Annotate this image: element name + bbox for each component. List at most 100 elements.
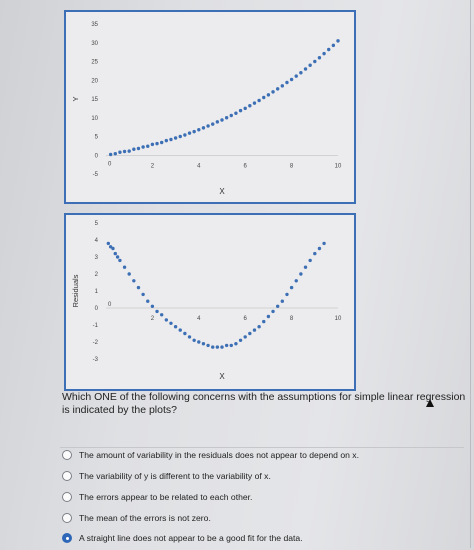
data-point bbox=[308, 63, 312, 67]
y-tick-label: 15 bbox=[91, 97, 98, 103]
data-point bbox=[183, 133, 187, 137]
scatter-plot-y-vs-x: 35 30 25 20 15 10 5 0 -5 0 2 4 6 8 10 X Y bbox=[64, 10, 356, 204]
data-point bbox=[294, 279, 298, 283]
data-point bbox=[164, 138, 169, 143]
y-tick-label: 1 bbox=[95, 289, 99, 295]
y-tick-label: 0 bbox=[95, 306, 99, 312]
origin-label: 0 bbox=[108, 302, 112, 308]
data-point bbox=[206, 124, 210, 128]
data-point bbox=[178, 328, 182, 332]
data-point bbox=[127, 149, 131, 153]
divider bbox=[60, 447, 464, 448]
data-point bbox=[215, 120, 220, 124]
x-tick-label: 2 bbox=[151, 163, 155, 169]
data-point bbox=[262, 319, 266, 324]
y-axis-label: Residuals bbox=[71, 274, 80, 307]
x-tick-label: 4 bbox=[197, 163, 201, 169]
data-point bbox=[215, 345, 220, 349]
y-tick-label: 35 bbox=[91, 22, 98, 28]
data-point bbox=[201, 342, 206, 346]
data-point bbox=[146, 144, 150, 148]
data-point bbox=[187, 335, 192, 339]
data-point bbox=[155, 141, 159, 146]
option-2[interactable]: The variability of y is different to the… bbox=[62, 468, 462, 484]
x-axis-label: X bbox=[219, 372, 225, 381]
y-tick-label: -5 bbox=[93, 172, 99, 178]
data-point bbox=[155, 309, 159, 314]
x-tick-label: 4 bbox=[197, 316, 201, 322]
question-text: Which ONE of the following concerns with… bbox=[62, 391, 466, 416]
y-tick-label: 20 bbox=[91, 78, 98, 84]
data-point bbox=[280, 299, 285, 303]
data-point bbox=[303, 265, 308, 269]
data-point bbox=[136, 146, 141, 151]
data-point bbox=[248, 331, 252, 336]
data-point bbox=[289, 77, 294, 82]
y-axis-label: Y bbox=[71, 96, 80, 101]
data-point bbox=[238, 338, 243, 342]
y-tick-label: 0 bbox=[95, 153, 99, 159]
radio-option-1[interactable] bbox=[62, 450, 72, 460]
data-point bbox=[224, 116, 229, 120]
data-point bbox=[169, 321, 173, 325]
y-tick-label: 4 bbox=[95, 238, 99, 244]
data-point bbox=[313, 59, 317, 64]
data-point bbox=[243, 106, 247, 111]
data-point bbox=[159, 313, 164, 317]
option-5[interactable]: A straight line does not appear to be a … bbox=[62, 530, 462, 546]
data-point bbox=[113, 251, 117, 256]
data-point bbox=[285, 292, 289, 297]
x-tick-label: 2 bbox=[151, 316, 155, 322]
data-point bbox=[118, 150, 122, 154]
data-point bbox=[317, 246, 322, 251]
x-tick-label: 8 bbox=[290, 163, 294, 169]
radio-option-5-selected[interactable] bbox=[62, 533, 72, 543]
radio-option-4[interactable] bbox=[62, 513, 72, 523]
y-tick-label: 25 bbox=[91, 60, 98, 66]
x-tick-label: 10 bbox=[335, 316, 342, 322]
data-point bbox=[127, 272, 131, 276]
data-point bbox=[224, 343, 229, 348]
option-2-label: The variability of y is different to the… bbox=[79, 471, 271, 481]
data-point bbox=[146, 299, 150, 303]
data-point bbox=[206, 343, 210, 348]
data-point bbox=[178, 134, 182, 139]
data-point bbox=[238, 108, 243, 113]
data-point bbox=[275, 87, 280, 91]
radio-option-2[interactable] bbox=[62, 471, 72, 481]
option-4[interactable]: The mean of the errors is not zero. bbox=[62, 510, 462, 526]
origin-label: 0 bbox=[108, 161, 112, 167]
data-point bbox=[115, 255, 120, 259]
radio-option-3[interactable] bbox=[62, 492, 72, 502]
option-4-label: The mean of the errors is not zero. bbox=[79, 513, 211, 523]
data-point bbox=[271, 309, 275, 314]
data-point bbox=[280, 84, 285, 88]
option-5-label: A straight line does not appear to be a … bbox=[79, 533, 303, 543]
residual-plot: 5 4 3 2 1 0 -1 -2 -3 0 2 4 6 8 10 X Residuals bbox=[64, 213, 356, 391]
data-point bbox=[336, 39, 340, 43]
y-tick-label: 10 bbox=[91, 116, 98, 122]
data-point bbox=[289, 285, 294, 290]
x-tick-label: 8 bbox=[290, 316, 294, 322]
data-point bbox=[243, 335, 247, 339]
option-1[interactable]: The amount of variability in the residua… bbox=[62, 447, 462, 463]
x-axis-label: X bbox=[219, 187, 225, 196]
data-point bbox=[173, 136, 178, 140]
data-point bbox=[234, 111, 238, 115]
data-point bbox=[197, 128, 201, 132]
data-point bbox=[201, 126, 206, 130]
data-point bbox=[299, 71, 303, 75]
data-point bbox=[294, 74, 298, 78]
data-point bbox=[118, 258, 122, 263]
data-point bbox=[303, 67, 308, 71]
data-point bbox=[257, 325, 261, 329]
data-point bbox=[150, 304, 155, 308]
data-point bbox=[275, 304, 280, 308]
data-point bbox=[317, 56, 322, 60]
data-point bbox=[257, 98, 261, 103]
option-3[interactable]: The errors appear to be related to each … bbox=[62, 489, 462, 505]
data-point bbox=[183, 331, 187, 336]
data-point bbox=[122, 265, 127, 269]
